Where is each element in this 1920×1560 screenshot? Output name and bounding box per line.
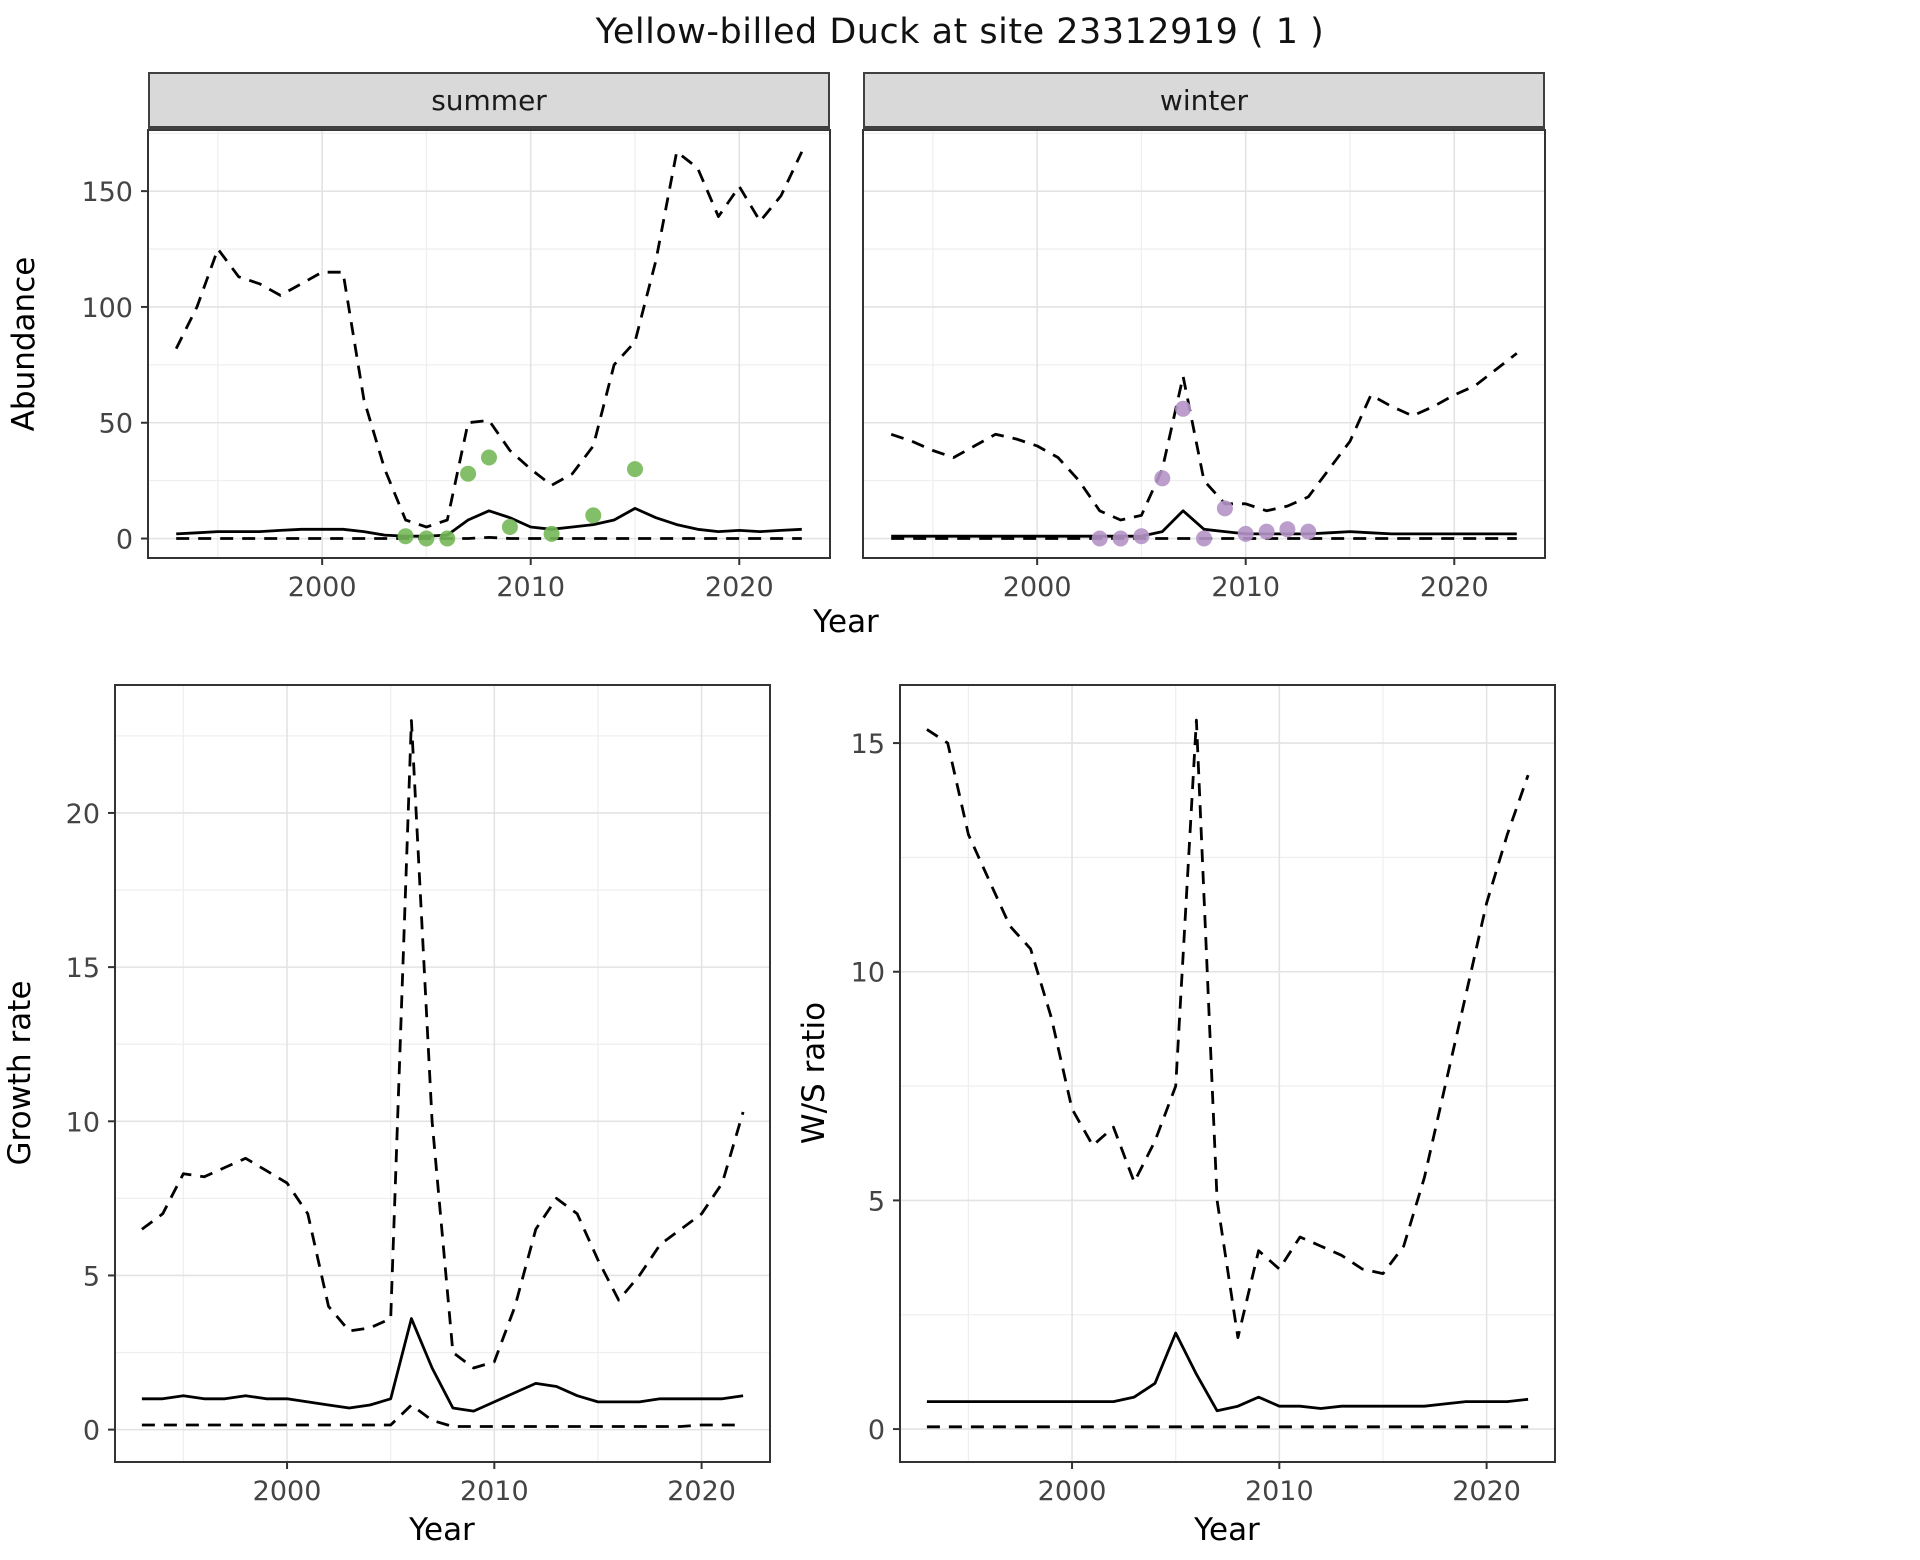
ws-ratio-y-tick-label: 5 [868, 1186, 885, 1217]
abundance-winter-observation-point [1258, 523, 1275, 540]
facet-strip-summer-label: summer [431, 83, 547, 117]
abundance-summer-y-tick-label: 100 [81, 293, 133, 324]
abundance-winter-panel: 2000 2010 2020 [862, 129, 1546, 603]
ws-ratio-y-tick-label: 0 [868, 1415, 885, 1446]
ws-ratio-upper-ci-line [926, 718, 1530, 1339]
abundance-summer-x-tick-label: 2000 [288, 572, 357, 603]
abundance-winter-observation-point [1175, 400, 1192, 417]
ws-ratio-y-tick-label: 15 [851, 729, 885, 760]
growth-rate-lower-ci-line [141, 1403, 744, 1428]
abundance-winter-observation-point [1300, 523, 1317, 540]
growth-rate-y-tick-label: 15 [66, 953, 100, 984]
growth-rate-upper-ci-line [141, 719, 745, 1370]
abundance-summer-observation-point [481, 449, 497, 466]
growth-rate-x-axis-title: Year [408, 1512, 475, 1548]
growth-rate-x-tick-label: 2010 [460, 1476, 529, 1507]
ws-ratio-x-tick-label: 2000 [1038, 1476, 1107, 1507]
abundance-winter-observation-point [1154, 470, 1171, 487]
abundance-winter-observation-point [1112, 530, 1129, 547]
facet-strip-summer: summer [148, 72, 830, 130]
abundance-summer-x-tick-label: 2020 [705, 572, 774, 603]
growth-rate-median-line [141, 1317, 744, 1413]
ws-ratio-y-axis-title: W/S ratio [796, 1002, 832, 1144]
abundance-winter-upper-ci-line [890, 352, 1518, 522]
abundance-winter-observation-point [1216, 500, 1233, 517]
abundance-summer-observation-point [439, 530, 456, 547]
ws-ratio-y-tick-label: 10 [851, 958, 885, 989]
abundance-summer-observation-point [397, 528, 414, 545]
ws-ratio-panel: 2000 2010 2020 0 5 10 15 [851, 684, 1556, 1507]
abundance-summer-y-tick-label: 150 [81, 177, 133, 208]
abundance-summer-y-tick-label: 50 [99, 409, 133, 440]
abundance-summer-observation-point [585, 507, 602, 524]
abundance-winter-median-line [891, 509, 1517, 538]
abundance-summer-lower-ci-line [176, 536, 802, 540]
ws-ratio-median-line [926, 1331, 1529, 1413]
abundance-summer-observation-point [418, 530, 435, 547]
abundance-winter-observation-point [1279, 521, 1296, 538]
abundance-summer-observation-point [627, 461, 643, 478]
abundance-winter-observation-point [1196, 530, 1212, 547]
abundance-summer-panel: 2000 2010 2020 0 50 100 150 [81, 129, 831, 603]
growth-rate-y-tick-label: 10 [66, 1107, 100, 1138]
growth-rate-y-tick-label: 5 [83, 1261, 100, 1292]
ws-ratio-x-tick-label: 2020 [1452, 1476, 1521, 1507]
growth-rate-x-tick-label: 2000 [253, 1476, 322, 1507]
abundance-summer-x-tick-label: 2010 [496, 572, 565, 603]
abundance-winter-observation-point [1237, 525, 1254, 542]
abundance-x-axis-title: Year [812, 604, 879, 640]
abundance-y-axis-title: Abundance [6, 257, 42, 432]
abundance-summer-upper-ci-line [174, 150, 804, 529]
growth-rate-y-tick-label: 0 [83, 1416, 100, 1447]
abundance-winter-x-tick-label: 2010 [1211, 572, 1280, 603]
abundance-winter-x-tick-label: 2020 [1420, 572, 1489, 603]
growth-rate-x-tick-label: 2020 [667, 1476, 736, 1507]
growth-rate-y-tick-label: 20 [66, 799, 100, 830]
growth-rate-panel: 2000 2010 2020 0 5 10 15 20 [66, 684, 771, 1507]
ws-ratio-x-axis-title: Year [1193, 1512, 1260, 1548]
facet-strip-winter: winter [863, 72, 1545, 130]
abundance-summer-y-tick-label: 0 [116, 525, 133, 556]
abundance-summer-median-line [176, 507, 802, 538]
abundance-winter-observation-point [1091, 530, 1108, 547]
ws-ratio-x-tick-label: 2010 [1245, 1476, 1314, 1507]
abundance-summer-observation-point [543, 525, 560, 542]
growth-rate-y-axis-title: Growth rate [2, 980, 38, 1165]
facet-strip-winter-label: winter [1159, 83, 1249, 117]
abundance-summer-observation-point [501, 519, 518, 535]
plot-title: Yellow-billed Duck at site 23312919 ( 1 … [595, 12, 1325, 52]
abundance-winter-observation-point [1133, 528, 1150, 545]
abundance-winter-x-tick-label: 2000 [1003, 572, 1072, 603]
abundance-summer-observation-point [460, 465, 477, 482]
